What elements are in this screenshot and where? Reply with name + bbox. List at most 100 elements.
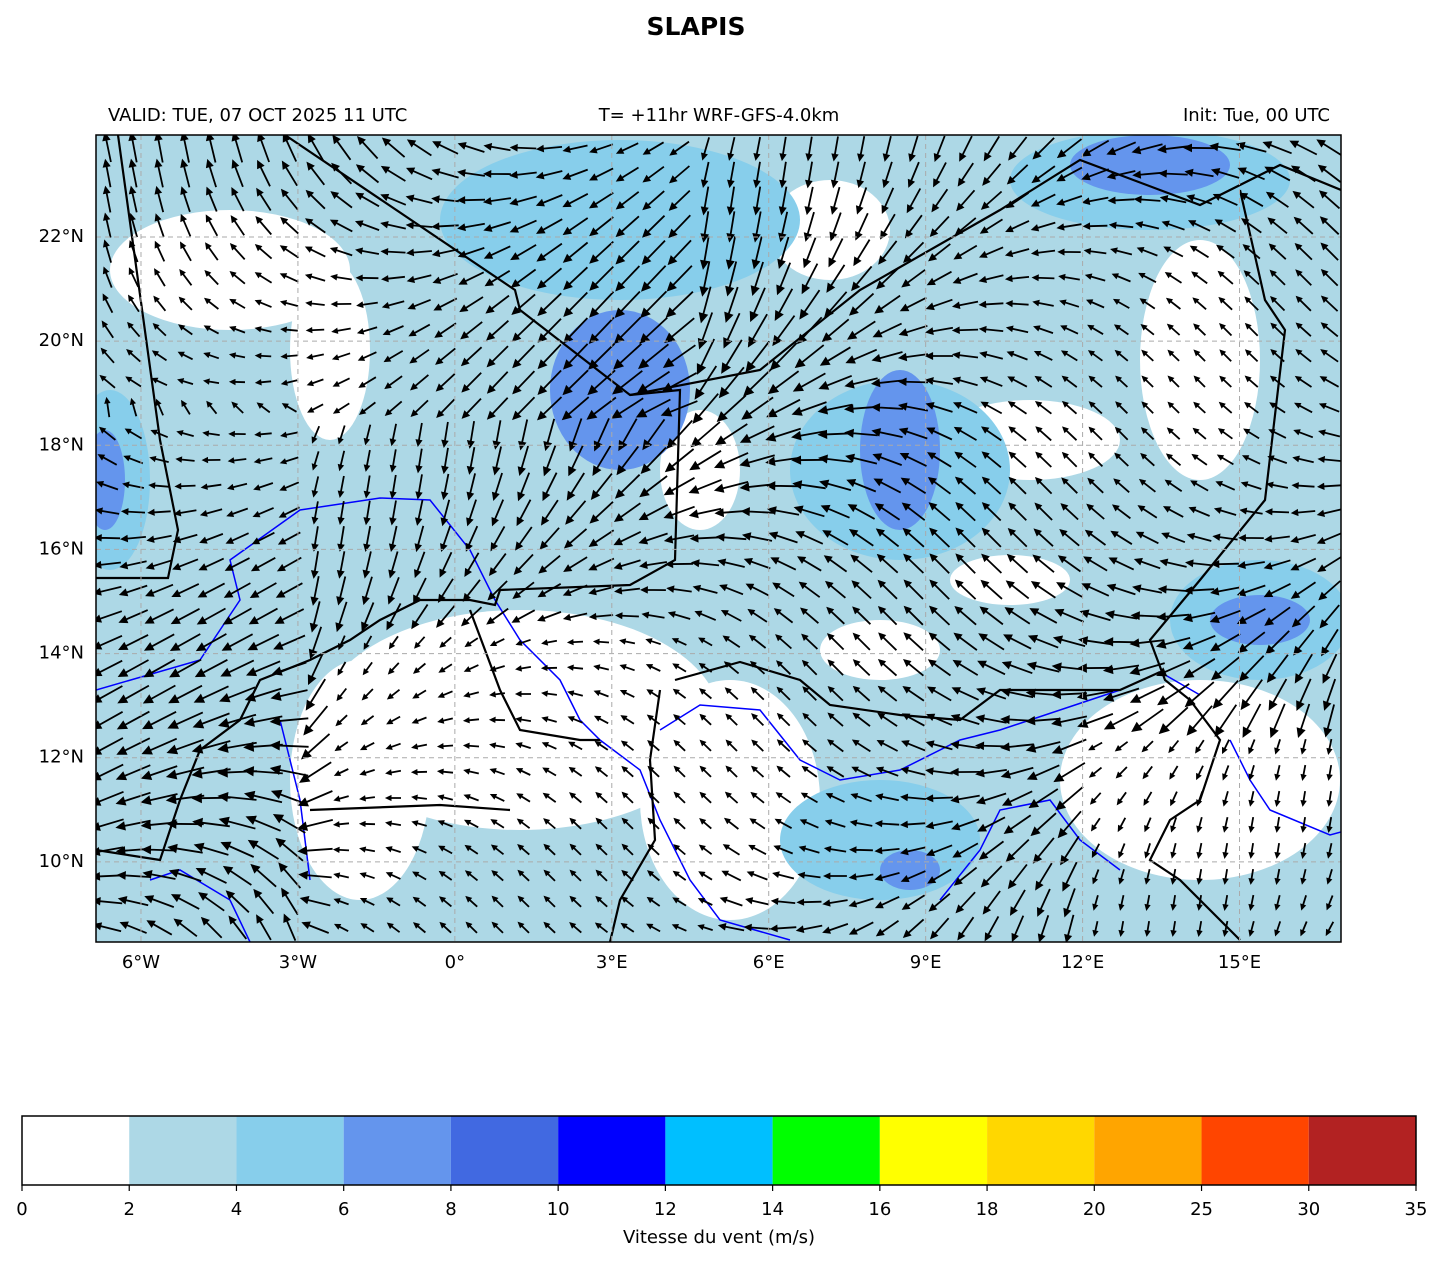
- wind-arrow: [457, 247, 485, 258]
- wind-arrow: [1319, 216, 1340, 235]
- wind-arrow: [332, 402, 350, 414]
- wind-arrow: [700, 137, 710, 161]
- wind-arrow: [646, 870, 660, 882]
- wind-arrow: [1294, 653, 1313, 684]
- wind-arrow: [793, 505, 825, 518]
- wind-arrow: [642, 215, 666, 238]
- wind-arrow: [1037, 915, 1050, 942]
- wind-arrow: [804, 186, 814, 216]
- wind-arrow: [143, 633, 175, 651]
- wind-arrow: [1118, 920, 1125, 937]
- wind-arrow: [647, 791, 660, 804]
- wind-arrow: [1030, 221, 1056, 232]
- wind-arrow: [228, 915, 248, 940]
- wind-arrow: [359, 742, 375, 751]
- wind-arrow: [1157, 683, 1190, 706]
- wind-arrow: [152, 322, 167, 337]
- wind-arrow: [178, 324, 193, 336]
- wind-arrow: [1082, 222, 1108, 230]
- wind-arrow: [1086, 299, 1105, 309]
- wind-arrow: [331, 327, 351, 334]
- wind-arrow: [386, 688, 401, 700]
- wind-arrow: [1214, 704, 1238, 738]
- wind-arrow: [412, 689, 427, 699]
- wind-arrow: [362, 661, 373, 676]
- wind-arrow: [225, 890, 250, 913]
- wind-arrow: [822, 899, 848, 907]
- wind-arrow: [588, 529, 615, 547]
- wind-arrow: [978, 633, 1005, 651]
- wind-arrow: [311, 425, 321, 444]
- wind-arrow: [694, 365, 718, 400]
- wind-arrow: [1294, 242, 1313, 261]
- wind-arrow: [952, 402, 978, 414]
- wind-arrow: [1115, 401, 1129, 414]
- wind-arrow: [154, 158, 164, 188]
- wind-arrow: [848, 292, 875, 316]
- wind-arrow: [957, 162, 974, 187]
- wind-arrow: [96, 685, 123, 703]
- lon-tick-label: 6°W: [122, 952, 160, 973]
- wind-arrow: [1248, 842, 1255, 859]
- wind-arrow: [1056, 223, 1082, 231]
- wind-arrow: [615, 142, 639, 154]
- wind-arrow: [464, 552, 480, 577]
- wind-arrow: [543, 818, 556, 830]
- wind-arrow: [388, 635, 399, 650]
- wind-arrow: [595, 843, 608, 856]
- wind-arrow: [827, 739, 844, 753]
- lon-tick-label: 3°E: [596, 952, 628, 973]
- wind-arrow: [511, 293, 536, 315]
- wind-arrow: [698, 637, 713, 647]
- wind-arrow: [718, 366, 745, 399]
- wind-arrow: [491, 895, 504, 908]
- wind-arrow: [1111, 504, 1131, 520]
- wind-arrow: [278, 506, 300, 518]
- wind-arrow: [850, 793, 872, 803]
- wind-arrow: [791, 455, 827, 465]
- wind-arrow: [777, 236, 790, 270]
- wind-arrow: [205, 135, 217, 163]
- wind-arrow: [223, 582, 251, 598]
- wind-arrow: [588, 557, 615, 571]
- wind-arrow: [765, 427, 802, 442]
- wind-arrow: [180, 186, 191, 213]
- wind-arrow: [646, 714, 661, 725]
- wind-arrow: [1300, 895, 1307, 911]
- wind-arrow: [281, 403, 297, 413]
- wind-arrow: [1170, 894, 1177, 911]
- wind-arrow: [635, 398, 671, 418]
- wind-arrow: [1170, 842, 1177, 859]
- wind-arrow: [1266, 654, 1289, 683]
- wind-arrow: [1291, 482, 1315, 490]
- wind-arrow: [275, 837, 304, 862]
- wind-arrow: [975, 714, 1007, 724]
- wind-arrow: [229, 243, 246, 261]
- wind-arrow: [116, 710, 150, 730]
- wind-arrow: [1274, 739, 1281, 755]
- wind-arrow: [1237, 561, 1265, 569]
- valid-time: VALID: TUE, 07 OCT 2025 11 UTC: [108, 105, 407, 126]
- wind-arrow: [463, 794, 479, 802]
- lat-tick-label: 20°N: [39, 330, 84, 351]
- wind-arrow: [877, 579, 898, 600]
- wind-arrow: [1248, 765, 1255, 781]
- wind-arrow: [466, 499, 477, 527]
- colorbar-tick-label: 2: [124, 1199, 135, 1220]
- wind-arrow: [1240, 679, 1263, 711]
- wind-arrow: [1316, 532, 1341, 544]
- wind-arrow: [1107, 196, 1135, 205]
- wind-arrow: [848, 846, 873, 854]
- wind-arrow: [515, 665, 532, 672]
- wind-arrow: [671, 924, 687, 932]
- wind-arrow: [1210, 633, 1241, 652]
- colorbar-segment: [129, 1116, 237, 1185]
- wind-arrow: [117, 684, 150, 704]
- wind-arrow: [243, 715, 283, 727]
- wind-arrow: [739, 425, 775, 443]
- wind-arrow: [977, 660, 1006, 676]
- wind-arrow: [875, 766, 899, 777]
- wind-arrow: [1217, 428, 1233, 440]
- wind-arrow: [619, 638, 636, 645]
- wind-arrow: [463, 664, 479, 672]
